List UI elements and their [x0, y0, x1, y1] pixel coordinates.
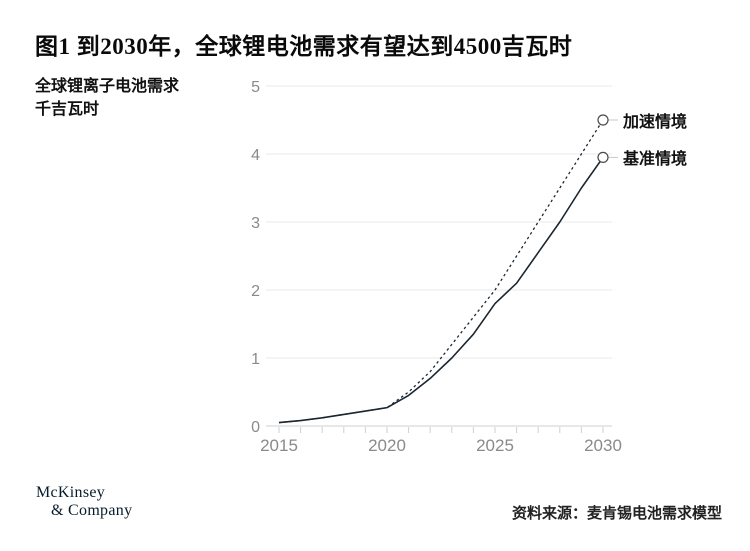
source-note: 资料来源：麦肯锡电池需求模型: [511, 506, 722, 522]
x-tick-label: 2030: [584, 436, 622, 455]
y-tick-label: 0: [251, 419, 260, 436]
logo-line1: McKinsey: [36, 484, 106, 501]
x-tick-label: 2015: [260, 436, 298, 455]
y-tick-label: 4: [251, 147, 260, 164]
y-tick-label: 5: [251, 79, 260, 96]
x-tick-label: 2020: [368, 436, 406, 455]
endpoint-marker: [597, 114, 609, 126]
y-tick-label: 1: [251, 351, 260, 368]
logo-line2: & Company: [51, 502, 133, 519]
y-tick-label: 2: [251, 283, 260, 300]
y-tick-label: 3: [251, 215, 260, 232]
series-line-base: [278, 156, 604, 424]
y-axis-title: 全球锂离子电池需求 千吉瓦时: [35, 75, 179, 121]
series-line-accelerated: [278, 119, 604, 424]
legend-label-base: 基准情境: [623, 151, 688, 169]
endpoint-marker: [597, 151, 609, 163]
y-axis-title-unit: 千吉瓦时: [35, 101, 100, 118]
x-tick-label: 2025: [476, 436, 514, 455]
y-axis-title-line1: 全球锂离子电池需求: [35, 78, 180, 95]
page-title: 图1 到2030年，全球锂电池需求有望达到4500吉瓦时: [35, 34, 573, 59]
mckinsey-logo: McKinsey & Company: [36, 484, 132, 520]
legend-label-accelerated: 加速情境: [623, 114, 688, 131]
